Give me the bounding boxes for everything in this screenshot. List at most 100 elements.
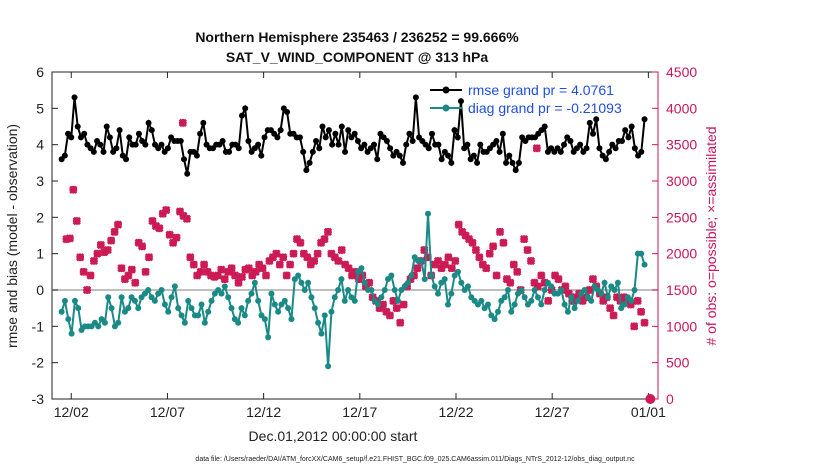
bias-point xyxy=(181,319,188,326)
chart-title: Northern Hemisphere 235463 / 236252 = 99… xyxy=(195,29,519,45)
obs-assimilated-marker xyxy=(485,249,494,258)
legend-rmse-marker xyxy=(442,86,450,94)
obs-assimilated-marker xyxy=(530,278,539,287)
rmse-point xyxy=(622,127,629,134)
bias-point xyxy=(484,301,491,308)
bias-point xyxy=(145,287,152,293)
rmse-point xyxy=(332,130,339,137)
bias-point xyxy=(378,294,385,301)
obs-assimilated-mark xyxy=(468,238,477,247)
obs-assimilated-marker xyxy=(120,274,130,284)
obs-assimilated-marker xyxy=(458,227,467,236)
obs-assimilated-mark xyxy=(396,318,405,327)
rmse-point xyxy=(123,156,130,163)
rmse-point xyxy=(438,156,445,163)
rmse-point xyxy=(387,145,394,152)
obs-assimilated-marker xyxy=(347,271,357,280)
obs-assimilated-mark xyxy=(275,260,284,269)
obs-assimilated-marker xyxy=(248,271,257,280)
obs-assimilated-marker xyxy=(72,216,81,226)
obs-assimilated-mark xyxy=(117,264,126,273)
rmse-point xyxy=(631,145,638,152)
obs-assimilated-marker xyxy=(103,245,112,255)
obs-assimilated-marker xyxy=(396,318,405,327)
bias-point xyxy=(538,301,545,308)
obs-assimilated-marker xyxy=(623,296,632,306)
rmse-point xyxy=(428,130,435,137)
legend-bias-marker xyxy=(442,104,450,112)
obs-assimilated-mark xyxy=(217,265,226,274)
obs-assimilated-mark xyxy=(454,220,463,229)
bias-point xyxy=(614,279,621,286)
obs-assimilated-marker xyxy=(251,267,260,276)
obs-assimilated-marker xyxy=(585,285,594,295)
bias-point xyxy=(288,316,295,323)
obs-assimilated-mark xyxy=(530,278,539,287)
obs-assimilated-marker xyxy=(158,209,167,218)
obs-assimilated-mark xyxy=(547,285,556,295)
rmse-point xyxy=(493,138,500,145)
rmse-point xyxy=(322,134,329,141)
obs-assimilated-mark xyxy=(248,271,257,280)
obs-assimilated-marker xyxy=(65,234,74,243)
bias-point xyxy=(621,301,628,308)
rmse-point xyxy=(71,94,78,101)
rmse-point xyxy=(448,159,455,166)
obs-assimilated-marker xyxy=(630,322,639,331)
bias-point xyxy=(135,305,142,312)
bias-point xyxy=(358,265,365,272)
rmse-point xyxy=(106,134,113,141)
y-tick-label-right: 500 xyxy=(666,355,690,371)
rmse-point xyxy=(470,152,477,159)
obs-assimilated-marker xyxy=(378,300,388,309)
obs-assimilated-mark xyxy=(155,224,164,233)
obs-assimilated-mark xyxy=(485,249,494,258)
y-tick-label-left: 6 xyxy=(36,64,44,80)
obs-assimilated-marker xyxy=(334,256,343,266)
obs-assimilated-mark xyxy=(571,293,580,302)
obs-assimilated-mark xyxy=(334,256,343,266)
obs-assimilated-mark xyxy=(227,264,236,273)
obs-assimilated-mark xyxy=(124,271,133,280)
bias-point xyxy=(118,294,125,301)
obs-assimilated-marker xyxy=(127,265,136,274)
y-tick-label-right: 3500 xyxy=(666,137,697,153)
rmse-point xyxy=(425,145,432,152)
y-axis-label-left: rmse and bias (model - observation) xyxy=(4,124,20,348)
bias-point xyxy=(295,272,302,279)
obs-assimilated-mark xyxy=(495,227,505,236)
obs-assimilated-marker xyxy=(79,267,88,276)
obs-assimilated-mark xyxy=(544,296,553,306)
bias-point xyxy=(301,287,308,293)
obs-assimilated-mark xyxy=(385,311,395,320)
plot-area: -3 -2 -1 0 1 2 3 4 5 6 0 500 1000 1500 2000 2500 3000 350… xyxy=(32,64,698,420)
bias-point xyxy=(464,283,471,290)
obs-assimilated-marker xyxy=(430,260,439,269)
obs-assimilated-marker xyxy=(241,265,250,274)
obs-assimilated-marker xyxy=(124,271,133,280)
obs-assimilated-mark xyxy=(261,271,271,280)
bias-point xyxy=(548,283,555,290)
bias-point xyxy=(58,308,65,315)
rmse-point xyxy=(541,123,548,130)
obs-assimilated-marker xyxy=(175,207,185,216)
bias-point xyxy=(255,297,262,304)
y-tick-label-right: 4000 xyxy=(666,100,697,116)
obs-assimilated-mark xyxy=(337,245,346,255)
obs-assimilated-mark xyxy=(430,260,439,269)
obs-assimilated-mark xyxy=(86,271,95,280)
obs-assimilated-marker xyxy=(389,296,398,306)
bias-point xyxy=(478,297,485,304)
rmse-point xyxy=(477,141,484,148)
rmse-point xyxy=(464,141,471,148)
bias-point xyxy=(631,287,638,293)
rmse-point xyxy=(606,148,613,155)
obs-assimilated-mark xyxy=(585,285,594,295)
obs-assimilated-mark xyxy=(120,274,130,284)
obs-assimilated-mark xyxy=(272,249,281,258)
obs-assimilated-marker xyxy=(330,253,339,262)
obs-assimilated-mark xyxy=(609,311,618,320)
rmse-point xyxy=(457,98,464,105)
obs-assimilated-marker xyxy=(375,304,384,313)
